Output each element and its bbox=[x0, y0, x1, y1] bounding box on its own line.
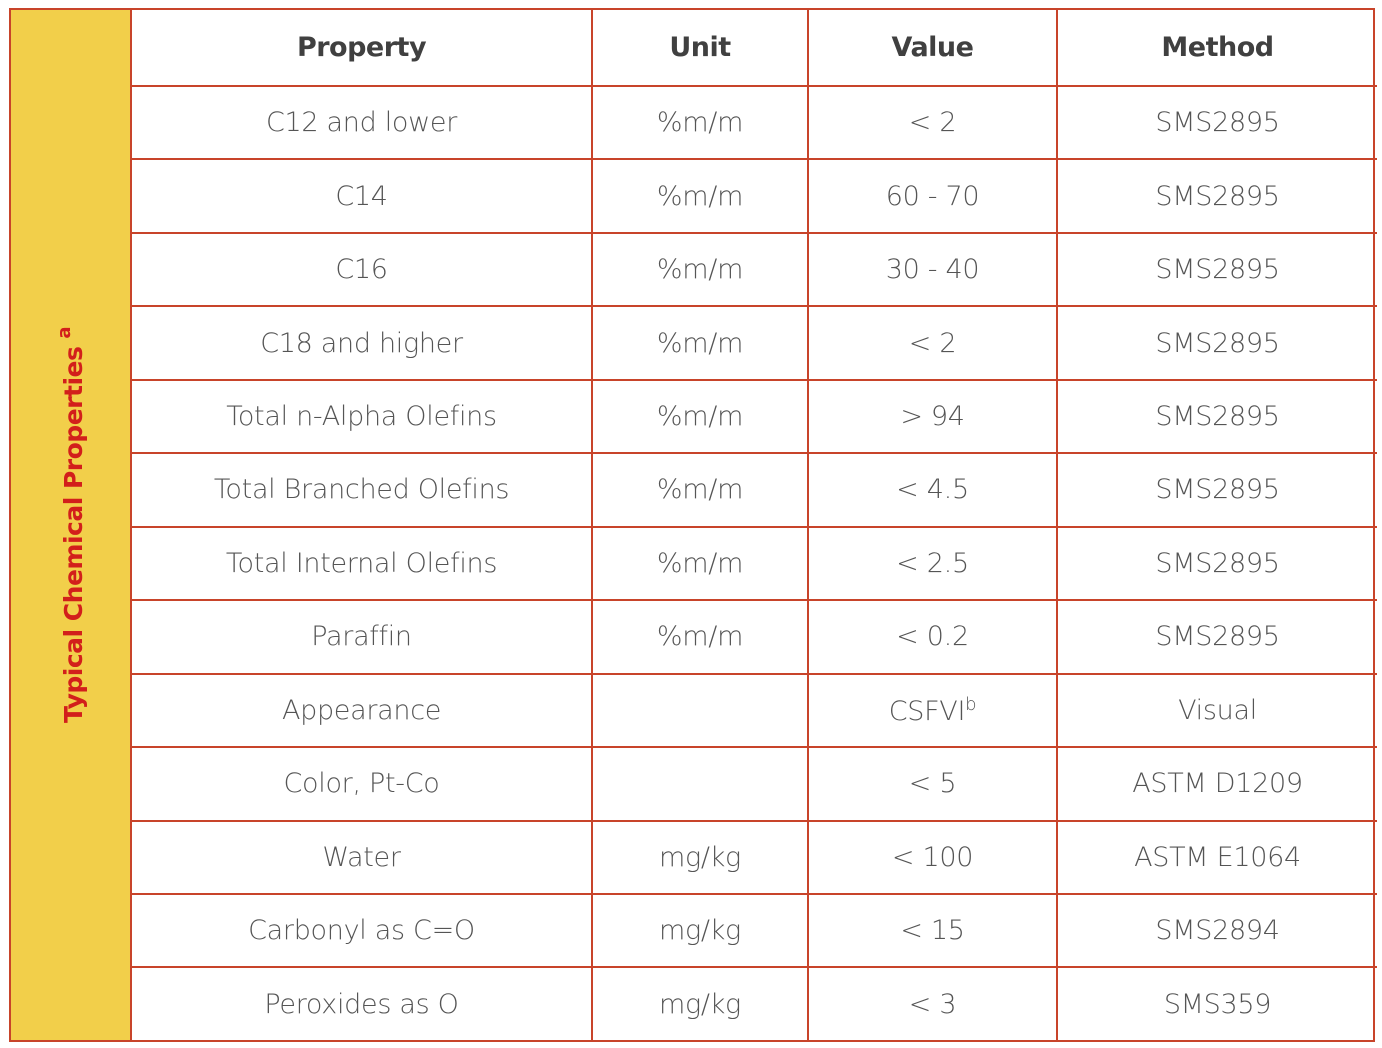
cell-value-text: < 15 bbox=[900, 915, 965, 947]
cell-method: SMS2895 bbox=[1056, 231, 1377, 308]
cell-unit: %m/m bbox=[591, 378, 809, 455]
header-unit: Unit bbox=[591, 10, 809, 87]
table-row: Total n-Alpha Olefins %m/m > 94 SMS2895 bbox=[132, 378, 1377, 455]
cell-value: < 2 bbox=[807, 305, 1058, 381]
header-value: Value bbox=[807, 10, 1058, 87]
table-row: Total Branched Olefins %m/m < 4.5 SMS2895 bbox=[132, 452, 1377, 528]
cell-value: 30 - 40 bbox=[807, 231, 1058, 308]
cell-unit: mg/kg bbox=[591, 966, 809, 1040]
cell-property: Color, Pt-Co bbox=[132, 746, 593, 822]
table-row: C16 %m/m 30 - 40 SMS2895 bbox=[132, 231, 1377, 308]
cell-value: 60 - 70 bbox=[807, 158, 1058, 234]
cell-property: Peroxides as O bbox=[132, 966, 593, 1040]
cell-value-text: < 0.2 bbox=[896, 621, 969, 653]
cell-unit: %m/m bbox=[591, 84, 809, 161]
cell-value: < 5 bbox=[807, 746, 1058, 822]
cell-value: < 2 bbox=[807, 84, 1058, 161]
cell-unit: %m/m bbox=[591, 305, 809, 381]
cell-method: SMS2895 bbox=[1056, 525, 1377, 602]
cell-method: SMS2895 bbox=[1056, 452, 1377, 528]
cell-value: CSFVIb bbox=[807, 672, 1058, 749]
cell-value: < 2.5 bbox=[807, 525, 1058, 602]
cell-unit: %m/m bbox=[591, 452, 809, 528]
cell-method: SMS2895 bbox=[1056, 305, 1377, 381]
cell-method: ASTM E1064 bbox=[1056, 819, 1377, 895]
cell-property: Total n-Alpha Olefins bbox=[132, 378, 593, 455]
cell-method: SMS2895 bbox=[1056, 84, 1377, 161]
cell-value-text: 30 - 40 bbox=[885, 254, 980, 286]
cell-unit: %m/m bbox=[591, 158, 809, 234]
cell-value-footnote: b bbox=[965, 693, 977, 715]
properties-table-frame: Typical Chemical Properties a Property Un… bbox=[9, 8, 1377, 1042]
cell-value-text: < 3 bbox=[908, 988, 957, 1020]
cell-unit bbox=[591, 746, 809, 822]
cell-method: SMS2894 bbox=[1056, 892, 1377, 969]
cell-property: Total Branched Olefins bbox=[132, 452, 593, 528]
cell-value-text: < 100 bbox=[891, 841, 974, 873]
cell-unit: %m/m bbox=[591, 599, 809, 675]
cell-value: < 3 bbox=[807, 966, 1058, 1040]
cell-property: C14 bbox=[132, 158, 593, 234]
cell-value-text: 60 - 70 bbox=[885, 180, 980, 212]
cell-property: Appearance bbox=[132, 672, 593, 749]
cell-method: SMS359 bbox=[1056, 966, 1377, 1040]
cell-method: SMS2895 bbox=[1056, 378, 1377, 455]
cell-value: < 0.2 bbox=[807, 599, 1058, 675]
cell-value-text: < 4.5 bbox=[896, 474, 969, 506]
cell-unit bbox=[591, 672, 809, 749]
cell-unit: mg/kg bbox=[591, 819, 809, 895]
cell-value-text: > 94 bbox=[900, 401, 965, 433]
cell-value: < 100 bbox=[807, 819, 1058, 895]
cell-value-text: < 2 bbox=[908, 107, 957, 139]
cell-method: Visual bbox=[1056, 672, 1377, 749]
side-label: Typical Chemical Properties a bbox=[54, 327, 88, 723]
cell-value-text: CSFVI bbox=[888, 695, 966, 727]
table-row: Appearance CSFVIb Visual bbox=[132, 672, 1377, 749]
cell-property: C16 bbox=[132, 231, 593, 308]
header-property: Property bbox=[132, 10, 593, 87]
table-row: C12 and lower %m/m < 2 SMS2895 bbox=[132, 84, 1377, 161]
cell-value-text: < 2 bbox=[908, 327, 957, 359]
chemical-properties-table: Property Unit Value Method C12 and lower… bbox=[132, 10, 1377, 1040]
cell-value: > 94 bbox=[807, 378, 1058, 455]
cell-property: Total Internal Olefins bbox=[132, 525, 593, 602]
table-row: Total Internal Olefins %m/m < 2.5 SMS2895 bbox=[132, 525, 1377, 602]
cell-value: < 4.5 bbox=[807, 452, 1058, 528]
cell-property: Carbonyl as C=O bbox=[132, 892, 593, 969]
cell-property: C12 and lower bbox=[132, 84, 593, 161]
cell-value-text: < 2.5 bbox=[896, 547, 969, 579]
cell-value-text: < 5 bbox=[908, 768, 957, 800]
table-row: Color, Pt-Co < 5 ASTM D1209 bbox=[132, 746, 1377, 822]
side-label-footnote: a bbox=[53, 326, 75, 339]
table-body: C12 and lower %m/m < 2 SMS2895 C14 %m/m 60 - 7… bbox=[132, 84, 1377, 1040]
side-band: Typical Chemical Properties a bbox=[11, 10, 132, 1040]
cell-property: Paraffin bbox=[132, 599, 593, 675]
cell-unit: %m/m bbox=[591, 525, 809, 602]
cell-unit: mg/kg bbox=[591, 892, 809, 969]
table-row: Paraffin %m/m < 0.2 SMS2895 bbox=[132, 599, 1377, 675]
table-row: C18 and higher %m/m < 2 SMS2895 bbox=[132, 305, 1377, 381]
cell-unit: %m/m bbox=[591, 231, 809, 308]
table-row: C14 %m/m 60 - 70 SMS2895 bbox=[132, 158, 1377, 234]
header-method: Method bbox=[1056, 10, 1377, 87]
side-label-text: Typical Chemical Properties bbox=[58, 346, 88, 724]
cell-method: SMS2895 bbox=[1056, 599, 1377, 675]
cell-property: C18 and higher bbox=[132, 305, 593, 381]
cell-method: ASTM D1209 bbox=[1056, 746, 1377, 822]
cell-property: Water bbox=[132, 819, 593, 895]
table-row: Carbonyl as C=O mg/kg < 15 SMS2894 bbox=[132, 892, 1377, 969]
cell-method: SMS2895 bbox=[1056, 158, 1377, 234]
cell-value: < 15 bbox=[807, 892, 1058, 969]
header-row: Property Unit Value Method bbox=[132, 10, 1377, 87]
table-row: Water mg/kg < 100 ASTM E1064 bbox=[132, 819, 1377, 895]
